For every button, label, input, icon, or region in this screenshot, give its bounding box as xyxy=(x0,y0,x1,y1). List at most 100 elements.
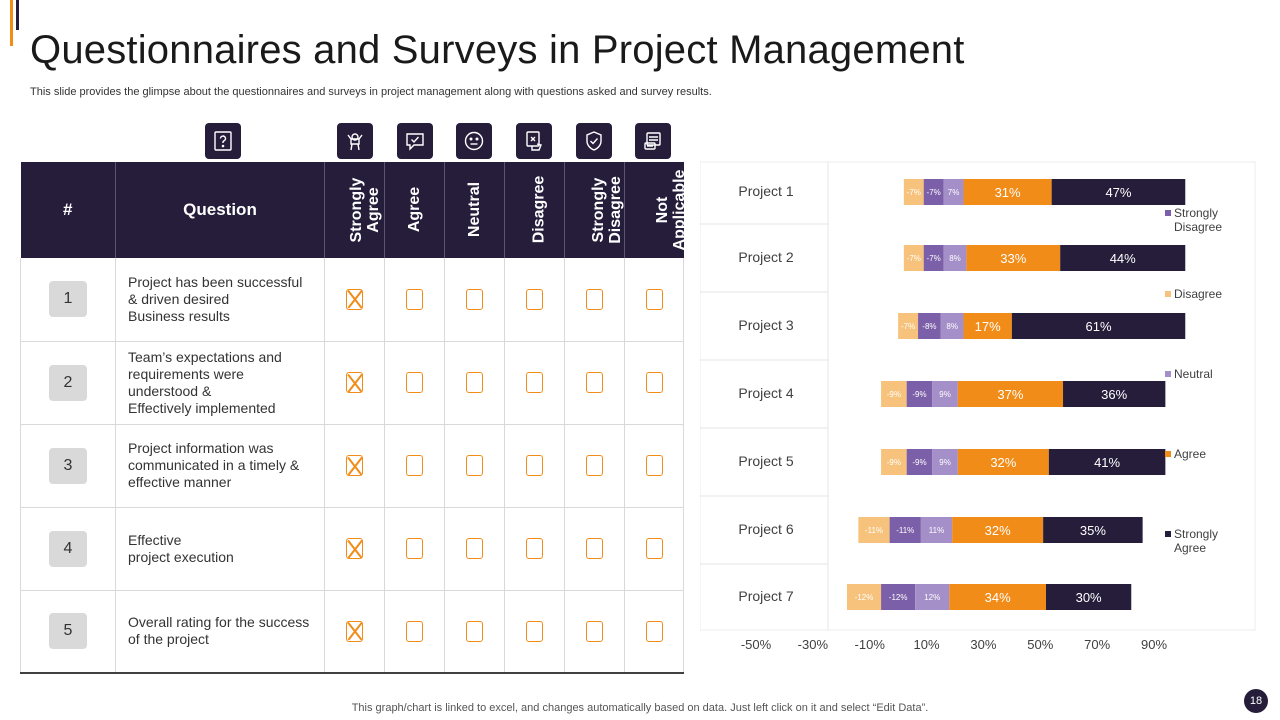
checkbox-disagree[interactable] xyxy=(526,620,543,642)
bar-neutral xyxy=(920,517,953,543)
checkbox-disagree[interactable] xyxy=(526,455,543,476)
checkbox-agree[interactable] xyxy=(406,538,423,559)
table-row: 4 Effective project execution xyxy=(20,507,684,591)
checkbox-strongly-disagree[interactable] xyxy=(586,538,603,559)
checkbox-strongly-agree[interactable] xyxy=(346,372,363,393)
question-line: Effectively implemented xyxy=(128,399,276,416)
survey-results-chart: Project 1 -7% -7% 7% 31% 47% Project 2 -7% -7% 8%… xyxy=(700,161,1256,652)
response-cell xyxy=(324,507,385,591)
checkbox-agree[interactable] xyxy=(406,288,423,310)
bar-agree xyxy=(963,313,1012,339)
row-number-badge: 3 xyxy=(49,447,87,484)
strongly-disagree-icon xyxy=(576,123,612,159)
checkbox-not-applicable[interactable] xyxy=(645,538,663,559)
checkbox-not-applicable[interactable] xyxy=(645,455,663,476)
row-number-cell: 4 xyxy=(20,507,116,591)
question-line: of the project xyxy=(128,631,209,648)
response-cell xyxy=(324,341,385,425)
question-line: Project has been successful xyxy=(128,273,303,290)
category-label: Project 6 xyxy=(738,521,793,537)
legend-label: Agree xyxy=(1174,447,1206,461)
checkbox-not-applicable[interactable] xyxy=(645,288,663,310)
bar-neutral xyxy=(915,584,950,610)
legend-swatch xyxy=(1165,291,1171,297)
response-cell xyxy=(444,424,505,508)
bar-neutral xyxy=(932,381,958,407)
checkbox-agree[interactable] xyxy=(406,455,423,476)
checkbox-neutral[interactable] xyxy=(466,288,483,310)
response-cell xyxy=(504,424,565,508)
checkbox-neutral[interactable] xyxy=(466,455,483,476)
checkbox-strongly-disagree[interactable] xyxy=(586,288,603,310)
checkbox-neutral[interactable] xyxy=(466,620,483,642)
checkbox-not-applicable[interactable] xyxy=(645,372,663,393)
x-tick-label: 30% xyxy=(970,637,996,652)
row-number-badge: 4 xyxy=(49,530,87,567)
checkbox-strongly-agree[interactable] xyxy=(346,620,363,642)
not-applicable-icon xyxy=(635,123,671,159)
x-tick-label: 50% xyxy=(1027,637,1053,652)
legend-label: Disagree xyxy=(1174,287,1222,301)
question-line: Business results xyxy=(128,307,230,324)
checkbox-strongly-disagree[interactable] xyxy=(586,372,603,393)
response-cell xyxy=(624,341,684,425)
checkbox-neutral[interactable] xyxy=(466,372,483,393)
legend-label: Strongly xyxy=(1174,206,1218,220)
strongly-agree-icon xyxy=(337,123,373,159)
checkbox-strongly-disagree[interactable] xyxy=(586,455,603,476)
response-cell xyxy=(624,590,684,674)
question-line: project execution xyxy=(128,548,234,565)
row-number-cell: 2 xyxy=(20,341,116,425)
bar-agree xyxy=(952,517,1044,543)
data-label: -7% xyxy=(907,254,921,263)
bar-agree xyxy=(957,381,1064,407)
bar-disagree xyxy=(903,179,924,205)
bar-strongly-agree xyxy=(1048,449,1166,475)
question-line: communicated in a timely & xyxy=(128,457,300,473)
checkbox-disagree[interactable] xyxy=(526,372,543,393)
checkbox-strongly-agree[interactable] xyxy=(346,538,363,559)
bar-agree xyxy=(966,245,1061,271)
data-label: -11% xyxy=(896,526,914,535)
x-tick-label: 70% xyxy=(1084,637,1110,652)
checkbox-agree[interactable] xyxy=(406,620,423,642)
agree-icon xyxy=(397,123,433,159)
checkbox-disagree[interactable] xyxy=(526,538,543,559)
x-tick-label: 90% xyxy=(1141,637,1167,652)
data-label: 17% xyxy=(975,319,1001,334)
x-tick-label: 10% xyxy=(914,637,940,652)
page-subtitle: This slide provides the glimpse about th… xyxy=(30,86,712,98)
data-label: 61% xyxy=(1086,319,1112,334)
data-label: 9% xyxy=(939,390,951,399)
data-label: 11% xyxy=(929,526,944,535)
bar-neutral xyxy=(932,449,958,475)
checkbox-agree[interactable] xyxy=(406,372,423,393)
response-cell xyxy=(564,590,625,674)
question-text: Overall rating for the success of the pro… xyxy=(115,590,325,674)
data-label: -9% xyxy=(912,390,926,399)
checkbox-strongly-agree[interactable] xyxy=(346,288,363,310)
response-cell xyxy=(324,258,385,342)
checkbox-not-applicable[interactable] xyxy=(645,620,663,642)
response-cell xyxy=(504,258,565,342)
checkbox-strongly-agree[interactable] xyxy=(346,455,363,476)
question-line: Overall rating for the success xyxy=(128,614,310,631)
response-cell xyxy=(504,507,565,591)
category-label: Project 3 xyxy=(738,317,793,333)
checkbox-disagree[interactable] xyxy=(526,288,543,310)
response-cell xyxy=(624,424,684,508)
bar-strongly-agree xyxy=(1043,517,1143,543)
data-label: 34% xyxy=(985,590,1011,605)
legend-label: Strongly xyxy=(1174,527,1218,541)
checkbox-strongly-disagree[interactable] xyxy=(586,620,603,642)
bar-strongly-disagree xyxy=(906,449,933,475)
question-text: Effective project execution xyxy=(115,507,325,591)
response-cell xyxy=(324,424,385,508)
data-label: 32% xyxy=(990,455,1016,470)
checkbox-neutral[interactable] xyxy=(466,538,483,559)
data-label: 44% xyxy=(1110,251,1136,266)
bar-disagree xyxy=(846,584,882,610)
header-strongly-agree: Strongly Agree xyxy=(324,162,385,258)
x-tick-label: -10% xyxy=(855,637,886,652)
question-line: requirements were xyxy=(128,365,244,382)
